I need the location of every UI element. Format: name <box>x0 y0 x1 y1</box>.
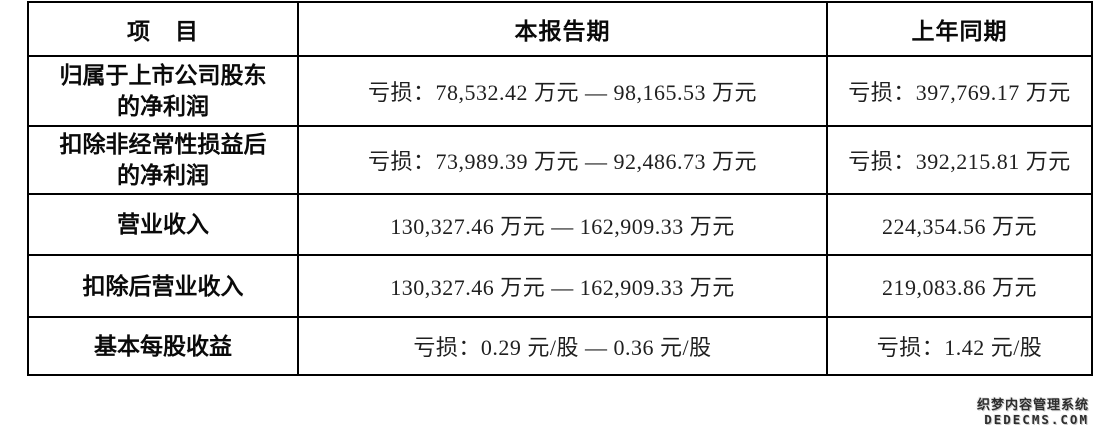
row-label-operating-revenue: 营业收入 <box>27 193 299 257</box>
table-row: 归属于上市公司股东 的净利润 亏损：78,532.42 万元 — 98,165.… <box>27 55 1093 127</box>
header-item: 项 目 <box>27 1 299 57</box>
financial-summary-table-wrap: 项 目 本报告期 上年同期 归属于上市公司股东 的净利润 亏损：78,532.4… <box>27 1 1093 377</box>
row-label-revenue-after-deduction: 扣除后营业收入 <box>27 254 299 319</box>
operating-revenue-current-value: 130,327.46 万元 — 162,909.33 万元 <box>297 193 828 257</box>
header-row: 项 目 本报告期 上年同期 <box>27 1 1093 57</box>
net-profit-prior-value: 亏损：397,769.17 万元 <box>826 55 1093 127</box>
table-row: 营业收入 130,327.46 万元 — 162,909.33 万元 224,3… <box>27 193 1093 257</box>
table-body: 归属于上市公司股东 的净利润 亏损：78,532.42 万元 — 98,165.… <box>27 55 1093 377</box>
row-label-basic-eps: 基本每股收益 <box>27 316 299 377</box>
operating-revenue-prior-value: 224,354.56 万元 <box>826 193 1093 257</box>
net-profit-after-deduction-prior-value: 亏损：392,215.81 万元 <box>826 124 1093 196</box>
net-profit-after-deduction-current-value: 亏损：73,989.39 万元 — 92,486.73 万元 <box>297 124 828 196</box>
table-row: 扣除后营业收入 130,327.46 万元 — 162,909.33 万元 21… <box>27 254 1093 319</box>
watermark-cn-text: 织梦内容管理系统 <box>976 397 1089 413</box>
dedecms-watermark: 织梦内容管理系统 DEDECMS.COM <box>976 397 1089 428</box>
header-prior-period: 上年同期 <box>826 1 1093 57</box>
basic-eps-prior-value: 亏损：1.42 元/股 <box>826 316 1093 377</box>
revenue-after-deduction-prior-value: 219,083.86 万元 <box>826 254 1093 319</box>
table-header: 项 目 本报告期 上年同期 <box>27 1 1093 57</box>
net-profit-current-value: 亏损：78,532.42 万元 — 98,165.53 万元 <box>297 55 828 127</box>
row-label-net-profit: 归属于上市公司股东 的净利润 <box>27 55 299 127</box>
table-row: 基本每股收益 亏损：0.29 元/股 — 0.36 元/股 亏损：1.42 元/… <box>27 316 1093 377</box>
basic-eps-current-value: 亏损：0.29 元/股 — 0.36 元/股 <box>297 316 828 377</box>
row-label-net-profit-after-deduction: 扣除非经常性损益后 的净利润 <box>27 124 299 196</box>
table-row: 扣除非经常性损益后 的净利润 亏损：73,989.39 万元 — 92,486.… <box>27 124 1093 196</box>
watermark-domain-text: DEDECMS.COM <box>984 412 1089 428</box>
financial-summary-table: 项 目 本报告期 上年同期 归属于上市公司股东 的净利润 亏损：78,532.4… <box>27 1 1093 377</box>
revenue-after-deduction-current-value: 130,327.46 万元 — 162,909.33 万元 <box>297 254 828 319</box>
header-current-period: 本报告期 <box>297 1 828 57</box>
